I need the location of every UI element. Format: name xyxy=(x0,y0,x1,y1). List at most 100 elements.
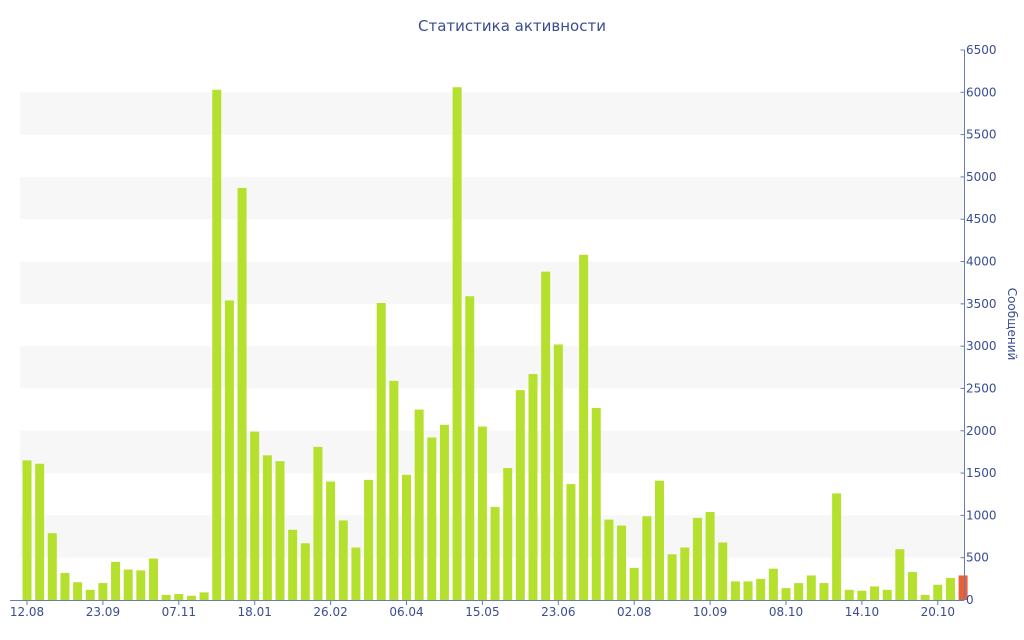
bar[interactable] xyxy=(313,446,323,600)
bar[interactable] xyxy=(364,479,374,600)
x-tick-label: 23.09 xyxy=(86,605,120,619)
y-axis: 0 500 1000 1500 2000 2500 3000 3500 4000 4500 5000… xyxy=(960,43,997,607)
bar[interactable] xyxy=(389,380,399,600)
bar[interactable] xyxy=(870,586,880,600)
bar[interactable] xyxy=(60,572,70,600)
y-tick-label: 1500 xyxy=(966,466,997,480)
bar[interactable] xyxy=(98,583,108,600)
bar[interactable] xyxy=(895,549,905,600)
bar[interactable] xyxy=(22,460,32,600)
bar[interactable] xyxy=(174,594,184,600)
bar[interactable] xyxy=(85,589,95,600)
bar[interactable] xyxy=(832,493,842,600)
bar[interactable] xyxy=(376,303,386,600)
bar[interactable] xyxy=(541,271,551,600)
x-axis: 12.08 23.09 07.11 18.01 26.02 06.04 15.05 23.06… xyxy=(10,600,964,619)
y-tick-label: 4000 xyxy=(966,255,997,269)
bar[interactable] xyxy=(844,589,854,600)
x-tick-label: 18.01 xyxy=(238,605,272,619)
bar[interactable] xyxy=(275,461,285,600)
bar[interactable] xyxy=(186,595,196,600)
bars-group xyxy=(22,87,968,601)
bar[interactable] xyxy=(591,407,601,600)
bar[interactable] xyxy=(933,584,943,600)
bar[interactable] xyxy=(111,561,121,600)
bar[interactable] xyxy=(503,468,513,600)
bar[interactable] xyxy=(680,547,690,600)
bar[interactable] xyxy=(224,300,234,600)
bar[interactable] xyxy=(730,581,740,600)
bar[interactable] xyxy=(781,588,791,600)
bar[interactable] xyxy=(794,583,804,600)
bar[interactable] xyxy=(655,480,664,600)
bar[interactable] xyxy=(958,575,968,600)
x-tick-label: 08.10 xyxy=(769,605,803,619)
bar[interactable] xyxy=(414,409,424,600)
bar[interactable] xyxy=(617,525,627,600)
bar[interactable] xyxy=(566,484,576,600)
bar[interactable] xyxy=(161,594,171,600)
bar[interactable] xyxy=(718,542,728,600)
bar[interactable] xyxy=(47,533,57,600)
bar[interactable] xyxy=(465,296,475,600)
y-tick-label: 0 xyxy=(966,593,974,607)
bar[interactable] xyxy=(288,529,298,600)
bar[interactable] xyxy=(427,437,437,600)
bar[interactable] xyxy=(515,390,525,600)
bar[interactable] xyxy=(338,520,348,600)
bar[interactable] xyxy=(920,594,930,600)
bar[interactable] xyxy=(882,589,892,600)
bar[interactable] xyxy=(326,481,336,600)
y-tick-label: 500 xyxy=(966,551,989,565)
y-tick-label: 5000 xyxy=(966,170,997,184)
bar[interactable] xyxy=(300,543,310,600)
bar[interactable] xyxy=(819,583,829,600)
bar[interactable] xyxy=(528,374,538,600)
x-tick-label: 10.09 xyxy=(693,605,727,619)
y-tick-label: 3500 xyxy=(966,297,997,311)
bar[interactable] xyxy=(439,424,449,600)
bar[interactable] xyxy=(705,512,715,600)
bar[interactable] xyxy=(237,187,247,601)
bar[interactable] xyxy=(136,570,146,600)
bar[interactable] xyxy=(642,516,652,600)
bar[interactable] xyxy=(857,590,867,600)
bar[interactable] xyxy=(553,344,563,600)
bar[interactable] xyxy=(35,463,45,600)
x-tick-label: 26.02 xyxy=(313,605,347,619)
y-tick-label: 2500 xyxy=(966,381,997,395)
bar[interactable] xyxy=(743,581,753,600)
y-tick-label: 2000 xyxy=(966,424,997,438)
bar[interactable] xyxy=(149,558,158,600)
bar[interactable] xyxy=(604,519,614,600)
bar[interactable] xyxy=(806,575,816,600)
x-tick-label: 14.10 xyxy=(845,605,879,619)
bar[interactable] xyxy=(667,554,677,600)
bar[interactable] xyxy=(262,455,272,600)
bar[interactable] xyxy=(756,578,766,600)
bar[interactable] xyxy=(768,568,778,600)
x-tick-label: 12.08 xyxy=(10,605,44,619)
bar[interactable] xyxy=(402,474,411,600)
bar[interactable] xyxy=(73,582,83,600)
bar[interactable] xyxy=(490,506,500,600)
bar[interactable] xyxy=(212,89,222,601)
y-tick-label: 4500 xyxy=(966,212,997,226)
bar[interactable] xyxy=(477,426,487,600)
bar[interactable] xyxy=(199,592,209,600)
grid-band xyxy=(20,92,964,135)
bar[interactable] xyxy=(629,567,639,600)
bar[interactable] xyxy=(579,254,589,600)
y-tick-label: 6500 xyxy=(966,43,997,57)
bar[interactable] xyxy=(123,569,133,600)
x-tick-label: 23.06 xyxy=(541,605,575,619)
bar[interactable] xyxy=(452,87,462,601)
bar[interactable] xyxy=(908,572,917,600)
bar[interactable] xyxy=(945,578,955,600)
bar[interactable] xyxy=(351,547,361,600)
x-tick-label: 07.11 xyxy=(162,605,196,619)
bar[interactable] xyxy=(250,431,260,600)
grid-band xyxy=(20,176,964,220)
bar[interactable] xyxy=(692,517,702,600)
